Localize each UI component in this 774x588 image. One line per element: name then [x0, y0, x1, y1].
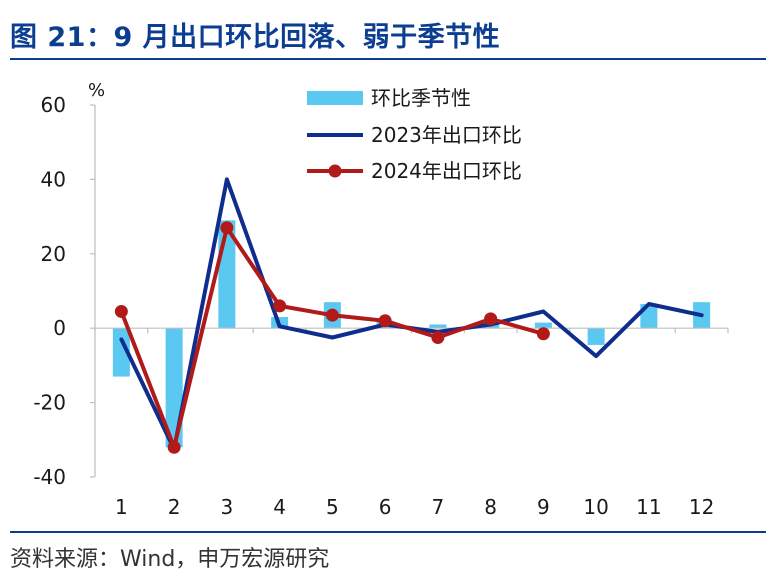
x-tick-label: 4 — [273, 495, 286, 519]
bottom-rule — [10, 531, 766, 533]
x-tick-label: 8 — [484, 495, 497, 519]
y-tick-label: -40 — [33, 465, 66, 489]
source-note: 资料来源：Wind，申万宏源研究 — [10, 547, 330, 572]
y-tick-label: -20 — [33, 391, 66, 415]
x-tick-label: 12 — [689, 495, 714, 519]
x-tick-label: 1 — [115, 495, 128, 519]
legend-label: 2024年出口环比 — [371, 159, 522, 183]
x-tick-label: 6 — [379, 495, 392, 519]
figure-title: 图 21：9 月出口环比回落、弱于季节性 — [10, 22, 501, 53]
line-2023-path — [119, 177, 704, 452]
line-2024-point-6 — [378, 314, 392, 328]
line-2024-point-8 — [484, 312, 498, 326]
y-tick-label: 60 — [41, 93, 66, 117]
bar-seasonality-10 — [587, 328, 605, 345]
legend: 环比季节性 2023年出口环比 2024年出口环比 — [307, 86, 522, 183]
line-2024-point-4 — [273, 299, 287, 313]
title-underline — [10, 58, 766, 60]
line-2024-point-3 — [220, 221, 234, 235]
bar-seasonality-1 — [112, 328, 130, 377]
line-2024-point-2 — [167, 440, 181, 454]
y-unit-label: % — [88, 80, 105, 101]
bar-seasonality-7 — [429, 324, 447, 329]
line-2024-point-5 — [325, 308, 339, 322]
x-tick-label: 7 — [432, 495, 445, 519]
line-series-layer — [114, 177, 704, 454]
y-tick-label: 20 — [41, 242, 66, 266]
x-tick-label: 3 — [221, 495, 234, 519]
legend-marker-2024 — [328, 164, 342, 178]
x-tick-label: 5 — [326, 495, 339, 519]
line-2024-point-9 — [536, 327, 550, 341]
x-tick-label: 10 — [583, 495, 608, 519]
y-tick-label: 0 — [53, 316, 66, 340]
legend-label: 环比季节性 — [371, 86, 471, 110]
legend-swatch-seasonality — [307, 91, 363, 105]
x-tick-label: 2 — [168, 495, 181, 519]
line-2024-point-1 — [114, 304, 128, 318]
bar-seasonality-9 — [534, 322, 552, 329]
y-tick-label: 40 — [41, 167, 66, 191]
x-tick-label: 9 — [537, 495, 550, 519]
x-tick-label: 11 — [636, 495, 661, 519]
legend-label: 2023年出口环比 — [371, 123, 522, 147]
line-2024-point-7 — [431, 331, 445, 344]
